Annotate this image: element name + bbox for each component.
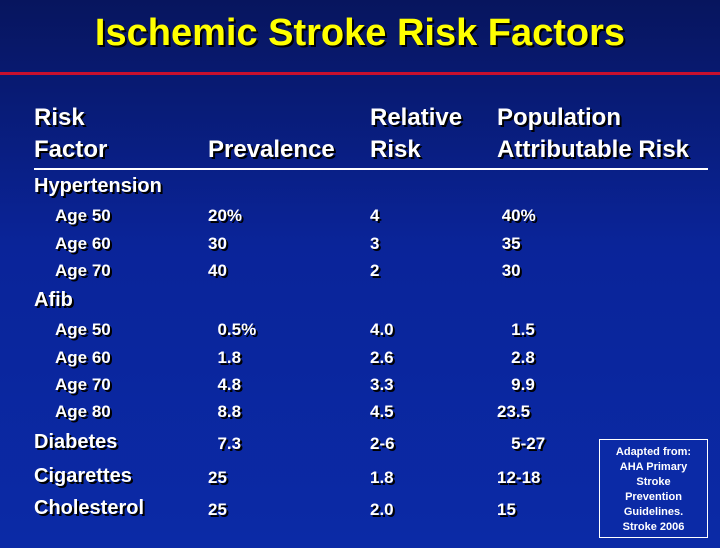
row-relative-risk: 2.0 <box>370 500 394 519</box>
source-note-line: Prevention <box>625 491 682 503</box>
source-note-box: Adapted from: AHA Primary Stroke Prevent… <box>599 439 708 538</box>
row-label: Age 50 <box>55 320 111 339</box>
factor-label-diabetes: Diabetes <box>34 431 118 453</box>
row-par: 2.8 <box>497 348 535 367</box>
row-par: 5-27 <box>497 434 546 453</box>
group-label-afib: Afib <box>34 289 73 311</box>
row-par: 35 <box>497 234 521 253</box>
slide-title: Ischemic Stroke Risk Factors <box>94 12 626 54</box>
row-relative-risk: 3 <box>370 234 380 253</box>
source-note-line: Stroke 2006 <box>622 521 685 533</box>
row-relative-risk: 4.0 <box>370 320 394 339</box>
factor-label-cigarettes: Cigarettes <box>34 465 132 487</box>
row-par: 1.5 <box>497 320 535 339</box>
row-par: 40% <box>497 206 536 225</box>
source-note-line: Guidelines. <box>623 506 684 518</box>
row-relative-risk: 4 <box>370 206 380 225</box>
row-label: Age 70 <box>55 375 111 394</box>
row-label: Age 60 <box>55 234 111 253</box>
source-note-line: AHA Primary <box>619 461 688 473</box>
header-factor-line2: Factor <box>34 136 108 163</box>
row-par: 9.9 <box>497 375 535 394</box>
source-note-line: Stroke <box>636 476 671 488</box>
row-label: Age 60 <box>55 348 111 367</box>
row-prevalence: 25 <box>208 500 227 519</box>
title-divider <box>0 72 720 75</box>
row-label: Age 80 <box>55 402 111 421</box>
group-label-hypertension: Hypertension <box>34 175 162 197</box>
row-relative-risk: 3.3 <box>370 375 394 394</box>
row-label: Age 70 <box>55 261 111 280</box>
row-label: Age 50 <box>55 206 111 225</box>
row-par: 30 <box>497 261 521 280</box>
row-relative-risk: 2.6 <box>370 348 394 367</box>
header-divider <box>34 168 708 170</box>
row-par: 15 <box>497 500 516 519</box>
row-par: 12-18 <box>497 468 541 487</box>
source-note-line: Adapted from: <box>615 446 692 458</box>
row-prevalence: 30 <box>208 234 227 253</box>
header-prevalence: Prevalence <box>208 136 335 163</box>
row-prevalence: 25 <box>208 468 227 487</box>
row-relative-risk: 2 <box>370 261 380 280</box>
header-attributable-risk-line2: Attributable Risk <box>497 136 690 163</box>
row-prevalence: 4.8 <box>208 375 242 394</box>
factor-label-cholesterol: Cholesterol <box>34 497 145 519</box>
header-relative-line1: Relative <box>370 104 463 131</box>
row-prevalence: 40 <box>208 261 227 280</box>
row-prevalence: 20% <box>208 206 243 225</box>
header-population-line1: Population <box>497 104 621 131</box>
row-prevalence: 7.3 <box>208 434 242 453</box>
row-prevalence: 8.8 <box>208 402 242 421</box>
row-relative-risk: 1.8 <box>370 468 394 487</box>
row-relative-risk: 2-6 <box>370 434 395 453</box>
row-par: 23.5 <box>497 402 531 421</box>
row-prevalence: 1.8 <box>208 348 242 367</box>
row-relative-risk: 4.5 <box>370 402 394 421</box>
row-prevalence: 0.5% <box>208 320 257 339</box>
header-risk-line2: Risk <box>370 136 421 163</box>
header-risk-line1: Risk <box>34 104 85 131</box>
